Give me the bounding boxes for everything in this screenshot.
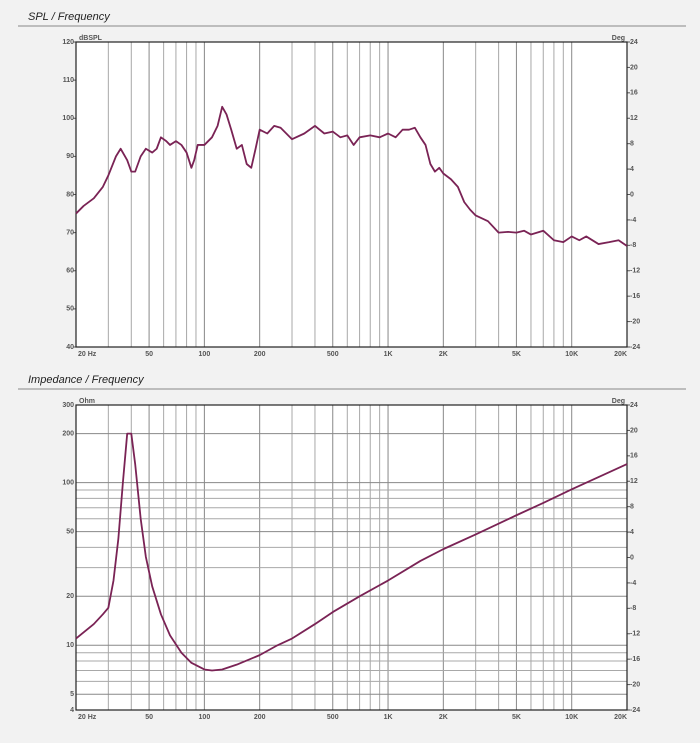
response-curve — [75, 432, 628, 672]
y-tick-label: 70 — [66, 229, 74, 236]
x-tick-label: 500 — [327, 714, 339, 721]
x-tick-label: 200 — [254, 351, 266, 358]
section-title: Impedance / Frequency — [28, 374, 145, 386]
x-tick-label: 20 Hz — [78, 351, 97, 358]
x-tick-label: 100 — [199, 714, 211, 721]
x-tick-label: 20K — [614, 714, 627, 721]
y2-tick-label: 12 — [630, 478, 638, 485]
y-tick-label: 110 — [63, 77, 74, 84]
x-tick-label: 50 — [145, 351, 153, 358]
x-tick-label: 1K — [384, 714, 393, 721]
y-tick-label: 80 — [66, 191, 74, 198]
y-tick-label: 5 — [70, 691, 74, 698]
y2-tick-label: -24 — [630, 344, 640, 351]
y2-tick-label: -12 — [630, 631, 640, 638]
y-tick-label: 20 — [66, 593, 74, 600]
y2-tick-label: 24 — [630, 39, 638, 46]
x-tick-label: 1K — [384, 351, 393, 358]
y-tick-label: 40 — [66, 344, 74, 351]
section-title: SPL / Frequency — [28, 11, 111, 23]
x-tick-label: 20K — [614, 351, 627, 358]
x-tick-label: 10K — [565, 714, 578, 721]
plot-border — [75, 404, 628, 711]
y2-tick-label: 4 — [630, 529, 634, 536]
x-tick-label: 100 — [199, 351, 211, 358]
x-tick-label: 2K — [439, 351, 448, 358]
y-tick-label: 60 — [66, 268, 74, 275]
y2-axis-label: Deg — [612, 35, 625, 42]
x-tick-label: 200 — [254, 714, 266, 721]
y-tick-label: 10 — [66, 642, 74, 649]
y2-tick-label: -4 — [630, 217, 636, 224]
y2-tick-label: -8 — [630, 605, 636, 612]
y2-tick-label: 8 — [630, 504, 634, 511]
y2-tick-label: 12 — [630, 115, 638, 122]
y2-tick-label: -4 — [630, 580, 636, 587]
x-tick-label: 20 Hz — [78, 714, 97, 721]
y-tick-label: 200 — [62, 430, 74, 437]
y2-tick-label: 8 — [630, 141, 634, 148]
plot-area — [76, 42, 627, 347]
y2-tick-label: -20 — [630, 318, 640, 325]
y2-tick-label: 16 — [630, 90, 638, 97]
response-curve — [75, 105, 628, 247]
plot-border — [75, 41, 628, 348]
y2-tick-label: 4 — [630, 166, 634, 173]
y2-tick-label: 0 — [630, 191, 634, 198]
y2-tick-label: -16 — [630, 656, 640, 663]
y-tick-label: 120 — [62, 39, 74, 46]
y-tick-label: 100 — [62, 479, 74, 486]
y2-axis-label: Deg — [612, 398, 625, 405]
x-tick-label: 5K — [512, 351, 521, 358]
y2-tick-label: -8 — [630, 242, 636, 249]
x-tick-label: 500 — [327, 351, 339, 358]
x-tick-label: 2K — [439, 714, 448, 721]
y-tick-label: 50 — [66, 306, 74, 313]
y2-tick-label: -20 — [630, 681, 640, 688]
y2-tick-label: 24 — [630, 402, 638, 409]
x-tick-label: 50 — [145, 714, 153, 721]
x-tick-label: 10K — [565, 351, 578, 358]
y-tick-label: 4 — [70, 707, 74, 714]
y-tick-label: 100 — [62, 115, 74, 122]
y-tick-label: 50 — [66, 528, 74, 535]
x-tick-label: 5K — [512, 714, 521, 721]
y-axis-label: Ohm — [79, 398, 95, 405]
y-tick-label: 90 — [66, 153, 74, 160]
y2-tick-label: -24 — [630, 707, 640, 714]
y-axis-label: dBSPL — [79, 35, 103, 42]
y2-tick-label: 16 — [630, 453, 638, 460]
y2-tick-label: 20 — [630, 427, 638, 434]
plot-area — [76, 405, 627, 710]
y2-tick-label: 20 — [630, 64, 638, 71]
y2-tick-label: -12 — [630, 268, 640, 275]
y2-tick-label: -16 — [630, 293, 640, 300]
y2-tick-label: 0 — [630, 554, 634, 561]
y-tick-label: 300 — [62, 402, 74, 409]
